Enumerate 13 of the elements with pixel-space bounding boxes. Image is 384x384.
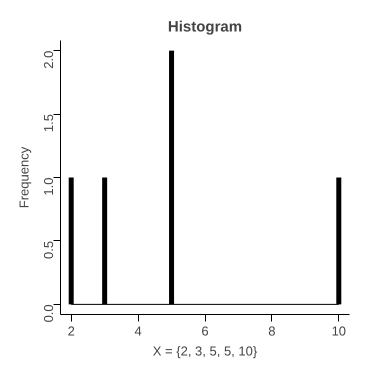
y-tick-label: 0.5 (41, 240, 56, 259)
y-tick-label: 0.0 (41, 304, 56, 322)
y-tick-label: 1.0 (41, 177, 56, 196)
chart-title: Histogram (168, 18, 242, 36)
x-tick-label: 6 (201, 324, 209, 338)
y-tick-label: 2.0 (41, 50, 56, 69)
x-axis-title: X = {2, 3, 5, 5, 10} (152, 344, 258, 358)
y-tick-label: 1.5 (41, 114, 56, 132)
x-tick-label: 8 (268, 324, 276, 338)
x-tick-label: 10 (332, 324, 346, 338)
x-tick-label: 2 (68, 324, 75, 338)
x-tick-label: 4 (134, 324, 142, 338)
y-axis-title: Frequency (16, 146, 32, 208)
